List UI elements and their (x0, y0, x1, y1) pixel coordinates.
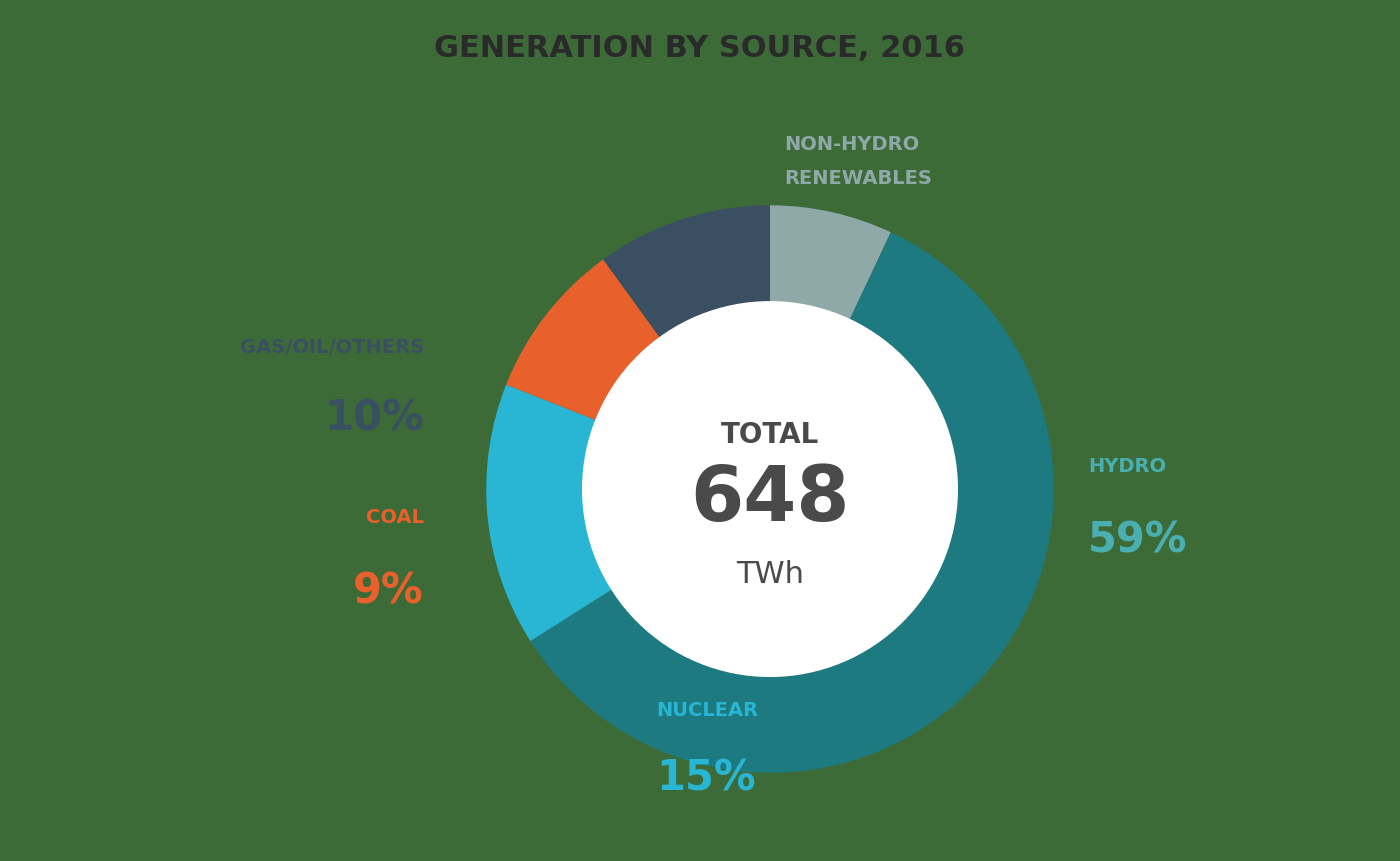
Wedge shape (486, 385, 612, 641)
Text: 7%: 7% (784, 257, 855, 299)
Text: NUCLEAR: NUCLEAR (657, 701, 759, 720)
Text: GENERATION BY SOURCE, 2016: GENERATION BY SOURCE, 2016 (434, 34, 966, 64)
Text: 15%: 15% (657, 758, 756, 800)
Text: GAS/OIL/OTHERS: GAS/OIL/OTHERS (239, 338, 424, 356)
Wedge shape (507, 259, 659, 420)
Text: 10%: 10% (323, 397, 424, 439)
Text: 9%: 9% (353, 570, 424, 612)
Text: COAL: COAL (365, 508, 424, 527)
Wedge shape (770, 205, 890, 319)
Text: HYDRO: HYDRO (1088, 457, 1166, 476)
Wedge shape (603, 205, 770, 338)
Text: TWh: TWh (736, 560, 804, 589)
Wedge shape (531, 232, 1054, 773)
Text: TOTAL: TOTAL (721, 421, 819, 449)
Text: 59%: 59% (1088, 519, 1187, 561)
Circle shape (582, 301, 958, 677)
Text: NON-HYDRO: NON-HYDRO (784, 135, 920, 154)
Text: 648: 648 (690, 463, 850, 537)
Text: RENEWABLES: RENEWABLES (784, 170, 932, 189)
